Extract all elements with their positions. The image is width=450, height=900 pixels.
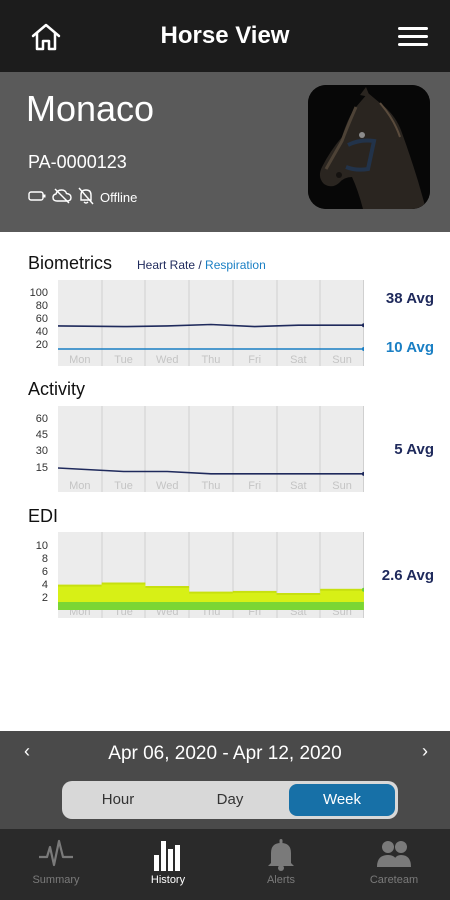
bell-icon: [268, 839, 294, 871]
day-label: Tue: [114, 354, 133, 366]
time-range-selector: Hour Day Week: [62, 781, 398, 819]
bottom-tab-bar: Summary History Alerts Careteam: [0, 829, 450, 900]
legend-respiration[interactable]: Respiration: [205, 258, 266, 272]
day-label: Tue: [114, 480, 133, 492]
activity-chart[interactable]: Mon Tue Wed Thu Fri Sat Sun: [58, 406, 364, 492]
horse-id: PA-0000123: [28, 152, 127, 172]
tab-alerts[interactable]: Alerts: [225, 829, 337, 900]
series-line: [58, 467, 364, 475]
segment-week[interactable]: Week: [289, 784, 395, 816]
y-tick: 20: [35, 339, 48, 351]
y-tick: 45: [35, 429, 48, 441]
day-label: Wed: [156, 480, 178, 492]
edi-base-band: [58, 602, 364, 610]
edi-value-mark: [189, 591, 233, 594]
biometrics-title: Biometrics: [28, 253, 113, 273]
y-tick: 40: [35, 326, 48, 338]
tab-label: Summary: [32, 874, 80, 886]
biometrics-legend: Heart Rate / Respiration: [137, 258, 266, 272]
edi-value-mark: [320, 588, 364, 591]
series-line: [58, 323, 364, 328]
previous-week-arrow-icon[interactable]: ‹: [24, 741, 30, 761]
date-range-bar: ‹ Apr 06, 2020 - Apr 12, 2020 › Hour Day…: [0, 731, 450, 829]
edi-chart[interactable]: Mon Tue Wed Thu Fri Sat Sun: [58, 532, 364, 618]
battery-icon: [28, 190, 46, 205]
bar-chart-icon: [154, 841, 180, 871]
activity-y-axis: 60 45 30 15: [18, 413, 48, 483]
heart-rate-average: 38 Avg: [385, 290, 434, 307]
activity-title: Activity: [28, 379, 86, 399]
cloud-off-icon: [52, 188, 72, 207]
tab-label: Careteam: [369, 874, 419, 886]
edi-value-mark: [58, 584, 102, 587]
pulse-icon: [39, 839, 73, 867]
edi-value-mark: [276, 593, 321, 595]
day-label: Fri: [248, 354, 261, 366]
biometrics-y-axis: 100 80 60 40 20: [18, 285, 48, 355]
legend-separator: /: [195, 258, 206, 272]
y-tick: 4: [41, 579, 48, 591]
page-title: Horse View: [160, 22, 290, 49]
y-tick: 60: [35, 313, 48, 325]
day-label: Wed: [156, 354, 178, 366]
y-tick: 60: [35, 413, 48, 425]
tab-careteam[interactable]: Careteam: [338, 829, 450, 900]
edi-end-point: [361, 587, 364, 592]
y-tick: 10: [35, 540, 48, 552]
series-point: [361, 347, 364, 351]
edi-value-mark: [145, 586, 190, 588]
date-range: Apr 06, 2020 - Apr 12, 2020: [108, 743, 342, 764]
y-tick: 2: [41, 592, 48, 604]
day-label: Mon: [69, 354, 90, 366]
edi-title: EDI: [28, 506, 59, 526]
horse-photo[interactable]: [308, 85, 430, 209]
edi-value-mark: [232, 590, 277, 593]
day-label: Thu: [201, 480, 220, 492]
tab-label: Alerts: [266, 874, 296, 886]
day-label: Thu: [201, 354, 220, 366]
edi-value-mark: [101, 582, 146, 585]
series-point: [361, 471, 364, 476]
y-tick: 15: [35, 462, 48, 474]
tab-summary[interactable]: Summary: [0, 829, 112, 900]
y-tick: 6: [41, 566, 48, 578]
y-tick: 80: [35, 300, 48, 312]
day-label: Mon: [69, 480, 90, 492]
horse-header: Monaco PA-0000123 Offline: [0, 72, 450, 232]
tab-history[interactable]: History: [112, 829, 224, 900]
day-label: Sun: [332, 480, 352, 492]
y-tick: 8: [41, 553, 48, 565]
people-icon: [377, 841, 411, 867]
activity-average: 5 Avg: [394, 441, 434, 458]
day-label: Sat: [290, 480, 307, 492]
edi-y-axis: 10 8 6 4 2: [18, 539, 48, 609]
horse-name: Monaco: [26, 88, 155, 129]
day-label: Sat: [290, 354, 307, 366]
status-text: Offline: [100, 189, 138, 205]
day-label: Fri: [248, 480, 261, 492]
respiration-average: 10 Avg: [385, 339, 434, 356]
top-bar: Horse View: [0, 0, 450, 72]
device-status: Offline: [28, 186, 137, 208]
legend-heart-rate[interactable]: Heart Rate: [137, 258, 196, 272]
biometrics-chart[interactable]: Mon Tue Wed Thu Fri Sat Sun: [58, 280, 364, 366]
y-tick: 30: [35, 445, 48, 457]
series-point: [361, 323, 364, 328]
segment-hour[interactable]: Hour: [101, 791, 135, 808]
home-icon[interactable]: [30, 22, 62, 52]
y-tick: 100: [29, 287, 48, 299]
hamburger-menu-icon[interactable]: [398, 26, 428, 48]
segment-day[interactable]: Day: [216, 791, 244, 808]
edi-average: 2.6 Avg: [381, 567, 434, 584]
day-label: Sun: [332, 354, 352, 366]
next-week-arrow-icon[interactable]: ›: [422, 741, 428, 761]
bell-off-icon: [78, 187, 94, 208]
tab-label: History: [150, 874, 186, 886]
